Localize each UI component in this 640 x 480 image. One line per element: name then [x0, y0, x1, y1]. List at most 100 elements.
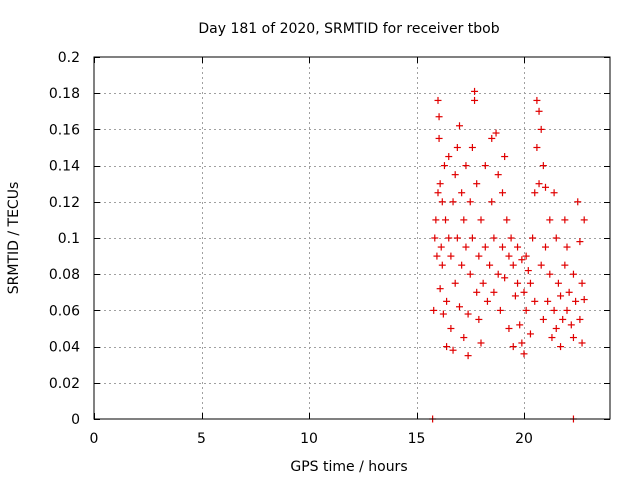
data-point — [505, 252, 513, 260]
data-point — [509, 343, 517, 351]
data-point — [466, 270, 474, 278]
data-point — [475, 315, 483, 323]
data-point — [520, 288, 528, 296]
axis-ticks: 0 5 10 15 20 0 0.02 0.04 0.06 0.08 0.1 0.12 0.14 0.16… — [49, 50, 610, 447]
data-point — [447, 325, 455, 332]
data-point — [499, 243, 506, 251]
data-point — [445, 153, 453, 161]
data-point — [435, 134, 443, 142]
data-point — [477, 216, 485, 224]
data-point — [462, 162, 470, 170]
data-point — [522, 306, 530, 314]
data-point — [507, 234, 515, 242]
data-point — [514, 243, 522, 251]
data-point — [572, 297, 580, 305]
data-point — [460, 216, 468, 224]
data-point — [511, 292, 519, 300]
data-point — [466, 198, 474, 206]
data-point — [501, 274, 509, 282]
data-point — [526, 330, 534, 338]
data-point — [533, 144, 541, 151]
x-tick-label: 20 — [515, 431, 533, 447]
x-tick-label: 0 — [90, 431, 99, 447]
data-point — [580, 296, 588, 304]
y-tick-label: 0.02 — [49, 376, 80, 392]
data-point — [563, 243, 571, 251]
y-tick-label: 0.1 — [58, 231, 80, 247]
data-point — [535, 107, 543, 115]
data-point — [569, 334, 577, 342]
data-point — [518, 256, 526, 264]
data-point — [492, 129, 500, 137]
data-point — [518, 339, 526, 347]
data-point — [559, 315, 567, 323]
data-point — [550, 306, 558, 314]
data-point — [433, 252, 441, 260]
data-point — [488, 198, 496, 206]
data-point — [475, 252, 483, 260]
data-point — [460, 334, 468, 342]
x-tick-label: 10 — [300, 431, 318, 447]
data-point — [435, 113, 443, 121]
data-point — [496, 306, 504, 314]
data-point — [468, 234, 476, 242]
data-point — [576, 315, 584, 323]
data-point — [430, 306, 438, 314]
data-point — [438, 198, 446, 206]
grid-lines — [94, 57, 610, 419]
data-point — [514, 279, 522, 287]
data-point — [442, 216, 450, 224]
data-point — [516, 321, 524, 329]
y-tick-label: 0.04 — [49, 340, 80, 356]
data-point — [445, 234, 453, 242]
data-point — [434, 189, 442, 197]
y-tick-label: 0.12 — [49, 195, 80, 211]
data-point — [439, 310, 447, 318]
data-point — [443, 343, 451, 351]
y-tick-label: 0.18 — [49, 86, 80, 102]
y-tick-label: 0.14 — [49, 159, 80, 175]
data-point — [437, 243, 445, 251]
data-point — [501, 153, 509, 161]
data-point — [520, 350, 528, 358]
data-point — [578, 279, 586, 287]
data-point — [563, 306, 571, 314]
y-tick-label: 0.06 — [49, 303, 80, 319]
data-point — [537, 125, 545, 133]
data-point — [557, 343, 565, 351]
data-point — [490, 234, 498, 242]
data-point — [550, 189, 558, 197]
data-point — [468, 144, 476, 151]
data-point — [524, 267, 532, 275]
data-point — [431, 234, 439, 242]
data-point — [434, 96, 442, 104]
data-point — [456, 303, 463, 311]
data-point — [443, 297, 451, 305]
data-point — [464, 352, 472, 360]
data-point — [509, 261, 517, 269]
data-point — [477, 339, 485, 347]
data-point — [449, 198, 457, 206]
data-point — [542, 243, 549, 251]
data-point — [451, 171, 459, 179]
data-point — [494, 171, 502, 179]
data-point — [440, 162, 448, 170]
data-point — [529, 234, 537, 242]
data-point — [574, 198, 582, 206]
data-point — [481, 243, 489, 251]
data-point — [458, 189, 466, 197]
data-point — [451, 279, 459, 287]
data-point — [552, 234, 560, 242]
data-point — [488, 134, 496, 142]
data-point — [552, 325, 560, 332]
data-point — [479, 279, 487, 287]
x-tick-label: 5 — [197, 431, 206, 447]
y-tick-label: 0.16 — [49, 122, 80, 138]
data-point — [456, 122, 463, 130]
data-point — [526, 279, 534, 287]
data-point — [544, 297, 552, 305]
chart-title: Day 181 of 2020, SRMTID for receiver tbo… — [198, 21, 499, 37]
data-point — [473, 288, 481, 296]
data-point — [537, 261, 545, 269]
